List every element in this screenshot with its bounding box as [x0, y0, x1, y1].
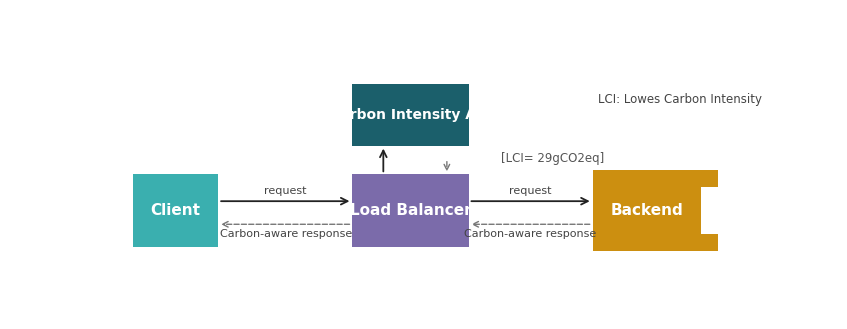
Text: Client: Client: [151, 203, 201, 218]
Text: LCI: Lowes Carbon Intensity: LCI: Lowes Carbon Intensity: [598, 93, 762, 106]
Text: Carbon Intensity API: Carbon Intensity API: [329, 108, 491, 122]
FancyBboxPatch shape: [701, 234, 718, 251]
Text: Carbon-aware response: Carbon-aware response: [219, 229, 352, 239]
FancyBboxPatch shape: [352, 84, 468, 146]
Text: Backend: Backend: [611, 203, 684, 218]
Text: Load Balancer: Load Balancer: [350, 203, 471, 218]
FancyBboxPatch shape: [352, 174, 468, 247]
Text: request: request: [509, 186, 552, 196]
Text: request: request: [264, 186, 307, 196]
Text: [LCI= 29gCO2eq]: [LCI= 29gCO2eq]: [501, 152, 605, 165]
FancyBboxPatch shape: [701, 170, 718, 187]
Text: Carbon-aware response: Carbon-aware response: [464, 229, 596, 239]
FancyBboxPatch shape: [133, 174, 219, 247]
FancyBboxPatch shape: [593, 170, 701, 251]
